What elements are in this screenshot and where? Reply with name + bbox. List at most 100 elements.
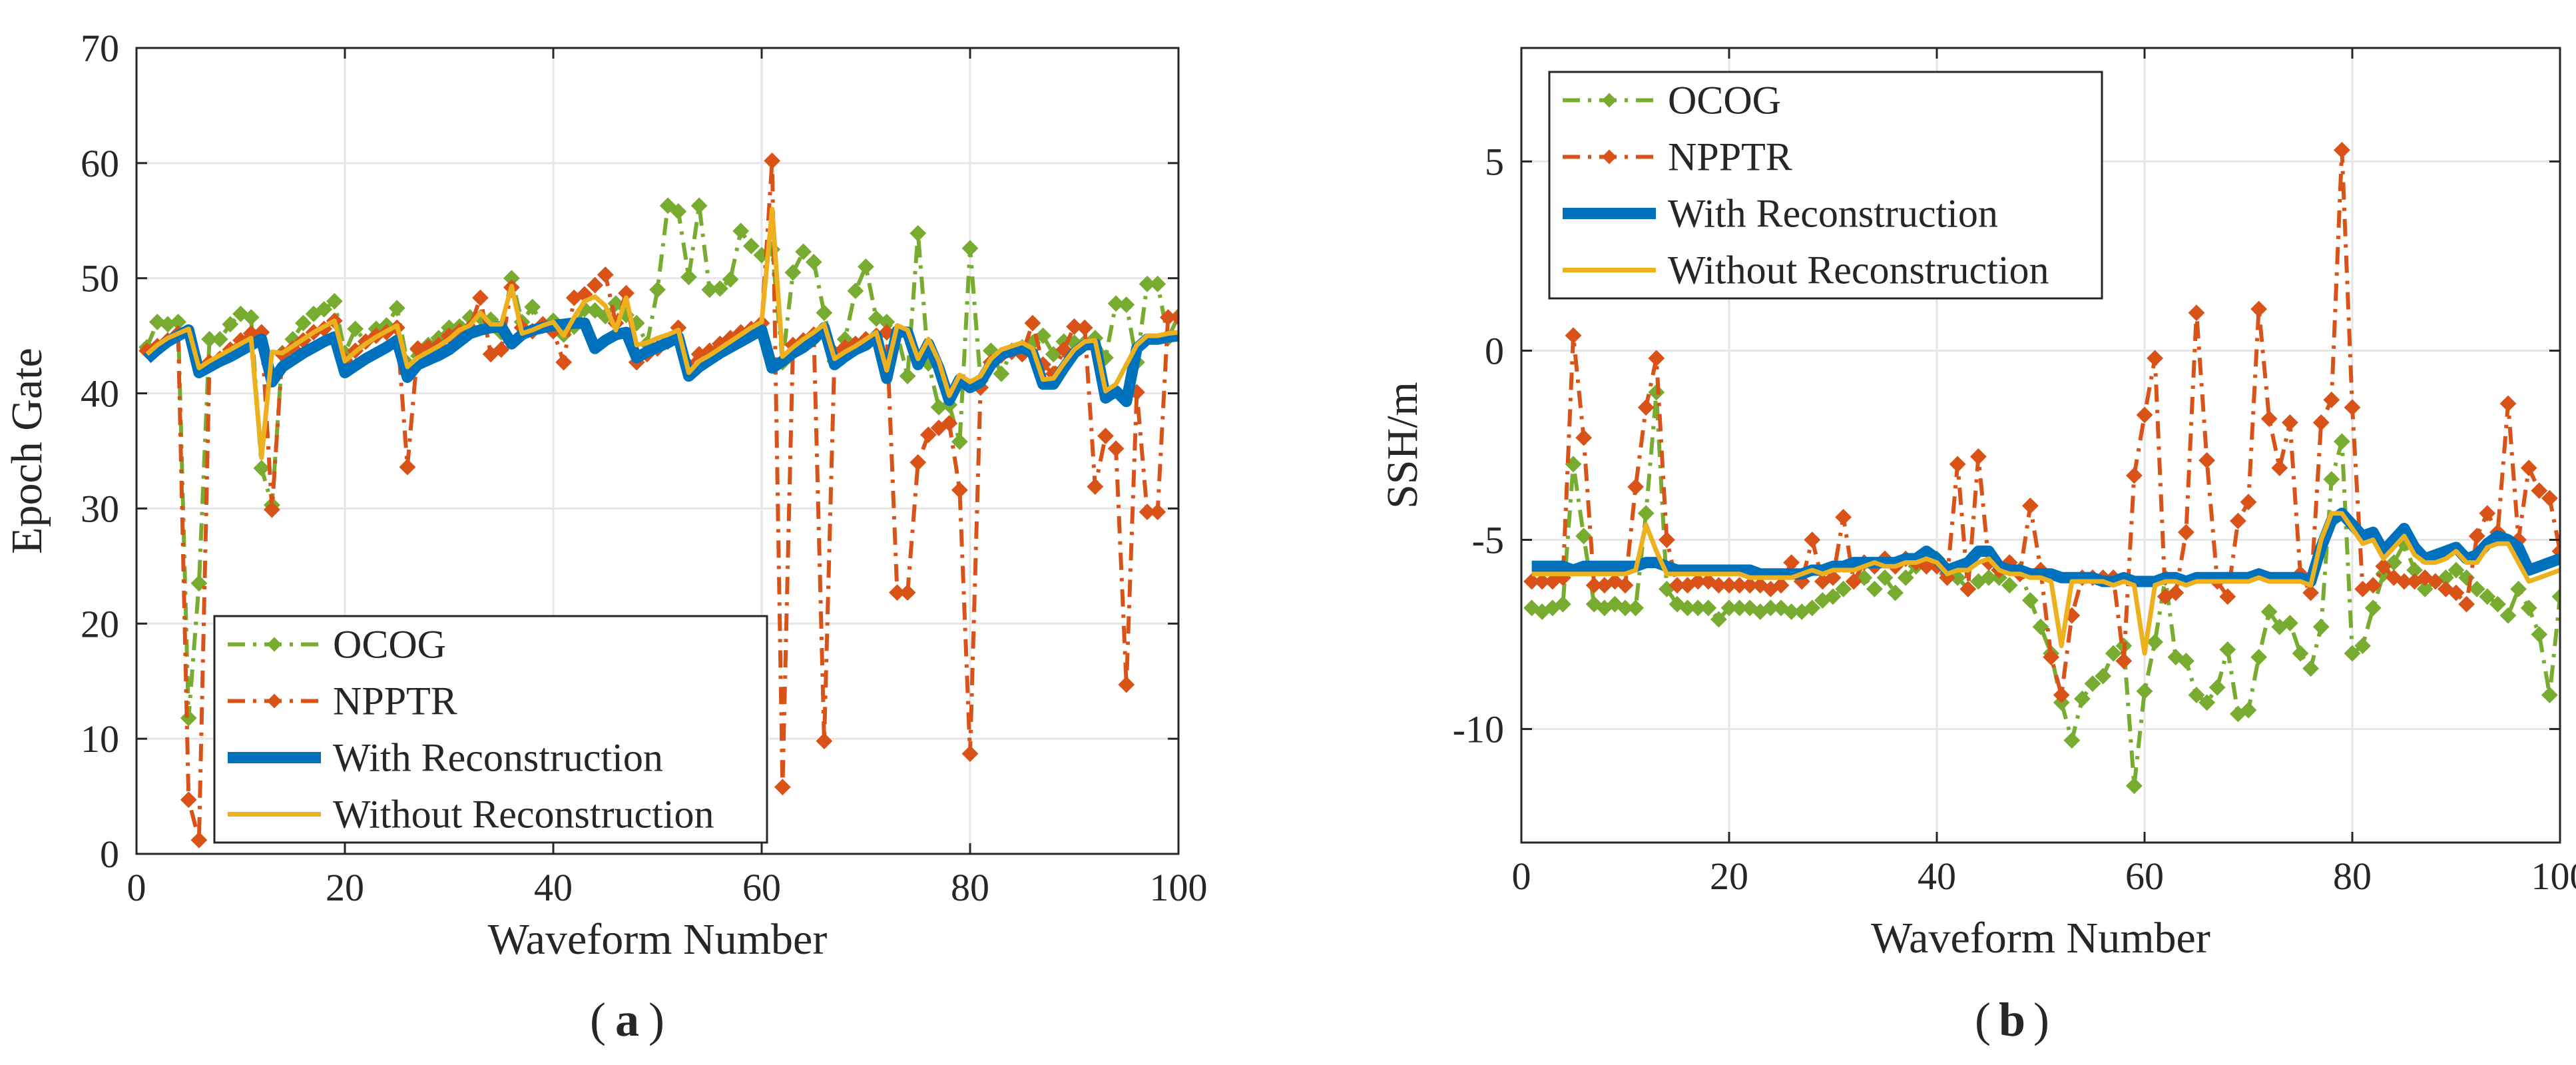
chart-b: 0 20 40 60 80 100 -10 -5 0 5 Waveform Number SSH/m O…	[1378, 47, 2576, 1046]
data-point-ocog	[316, 300, 333, 318]
panel-label: (b)	[1975, 993, 2049, 1046]
data-point-ocog	[2531, 626, 2548, 643]
data-point-npptr	[2312, 414, 2330, 431]
series-line-ocog	[144, 203, 1178, 720]
data-point-ocog	[211, 330, 228, 348]
data-point-ocog	[2260, 603, 2278, 620]
data-point-ocog	[2032, 618, 2049, 635]
axes-box	[1520, 47, 2561, 844]
legend: OCOG NPPTR With Reconstruction Without Reco…	[213, 615, 768, 844]
data-point-ocog	[1710, 611, 1727, 628]
x-tick-label: 100	[1150, 866, 1208, 909]
data-point-npptr	[2053, 687, 2070, 703]
data-point-npptr	[190, 831, 208, 849]
data-point-ocog	[1637, 505, 1655, 522]
data-point-ocog	[2001, 577, 2018, 594]
data-point-ocog	[1804, 599, 1821, 617]
data-point-npptr	[2021, 497, 2039, 514]
data-point-ocog	[2489, 595, 2506, 613]
data-point-ocog	[2177, 652, 2194, 669]
data-point-npptr	[2125, 467, 2143, 484]
data-point-npptr	[951, 482, 968, 499]
data-point-ocog	[1627, 599, 1645, 617]
x-tick-label: 60	[742, 866, 781, 909]
series-line-without	[145, 206, 1178, 460]
data-point-ocog	[2499, 607, 2517, 624]
data-point-ocog	[858, 258, 874, 275]
data-point-npptr	[2344, 399, 2361, 416]
data-point-npptr	[909, 454, 927, 471]
data-point-ocog	[1835, 580, 1852, 597]
x-tick-label: 0	[127, 866, 146, 909]
data-point-ocog	[524, 298, 541, 316]
data-point-npptr	[2188, 304, 2205, 322]
data-point-ocog	[222, 316, 239, 333]
y-axis-label: SSH/m	[1378, 382, 1427, 509]
data-point-npptr	[1959, 580, 1977, 597]
data-point-ocog	[649, 281, 666, 298]
data-point-ocog	[2136, 683, 2153, 700]
data-point-npptr	[2541, 490, 2558, 507]
legend-box	[213, 615, 768, 844]
legend-label-npptr: NPPTR	[1668, 135, 1792, 179]
y-tick-label: 70	[81, 27, 119, 70]
x-axis-label: Waveform Number	[1871, 914, 2210, 962]
data-point-ocog	[2219, 641, 2236, 658]
data-point-npptr	[1969, 448, 1987, 465]
series-line-with	[1531, 508, 2560, 587]
x-tick-label: 80	[951, 866, 989, 909]
legend-label-without: Without Reconstruction	[333, 793, 714, 837]
data-point-ocog	[2344, 645, 2361, 662]
series-group	[1523, 141, 2560, 795]
data-point-ocog	[732, 222, 750, 240]
data-point-ocog	[2323, 471, 2340, 488]
data-point-npptr	[1024, 314, 1041, 332]
panel-label-open: (	[590, 993, 606, 1046]
y-tick-label: 0	[100, 833, 119, 876]
data-point-npptr	[764, 152, 781, 169]
panel-label-close: )	[648, 993, 664, 1046]
data-point-ocog	[2208, 679, 2226, 696]
data-point-npptr	[899, 584, 916, 601]
data-point-ocog	[1107, 295, 1125, 312]
data-point-ocog	[253, 460, 270, 477]
data-point-npptr	[1076, 319, 1093, 336]
data-point-npptr	[2499, 395, 2517, 412]
data-point-ocog	[961, 240, 979, 257]
x-tick-label: 40	[1918, 855, 1956, 898]
data-point-npptr	[1575, 429, 1593, 446]
data-point-ocog	[2468, 580, 2485, 597]
data-point-npptr	[941, 415, 958, 432]
data-point-ocog	[2312, 618, 2330, 635]
data-point-ocog	[2063, 732, 2081, 749]
y-tick-label: 5	[1485, 140, 1504, 183]
data-point-npptr	[2479, 505, 2496, 522]
data-point-ocog	[326, 292, 343, 310]
data-point-npptr	[1170, 309, 1178, 326]
data-point-ocog	[1897, 569, 1914, 586]
x-tick-label: 20	[1710, 855, 1748, 898]
legend-label-with: With Reconstruction	[1668, 192, 1998, 236]
panel-label-letter: a	[615, 993, 639, 1046]
data-point-npptr	[587, 276, 604, 294]
data-point-npptr	[2043, 649, 2060, 666]
y-tick-label: 50	[81, 257, 119, 300]
data-point-npptr	[2531, 482, 2548, 500]
data-point-ocog	[2147, 633, 2164, 651]
data-point-npptr	[2333, 141, 2350, 159]
y-tick-label: 40	[81, 372, 119, 416]
data-point-npptr	[399, 458, 416, 476]
legend-label-ocog: OCOG	[1668, 79, 1781, 123]
data-point-ocog	[2479, 588, 2496, 605]
data-point-npptr	[1617, 577, 1634, 594]
data-point-npptr	[180, 791, 197, 809]
legend-marker-ocog	[1602, 93, 1617, 108]
data-point-ocog	[2416, 580, 2434, 597]
data-point-ocog	[2021, 592, 2039, 609]
data-point-ocog	[2105, 645, 2122, 662]
data-point-npptr	[1658, 532, 1675, 548]
data-point-npptr	[1087, 478, 1104, 495]
data-point-npptr	[1949, 456, 1966, 473]
data-point-ocog	[1554, 595, 1571, 613]
data-point-ocog	[784, 264, 802, 281]
